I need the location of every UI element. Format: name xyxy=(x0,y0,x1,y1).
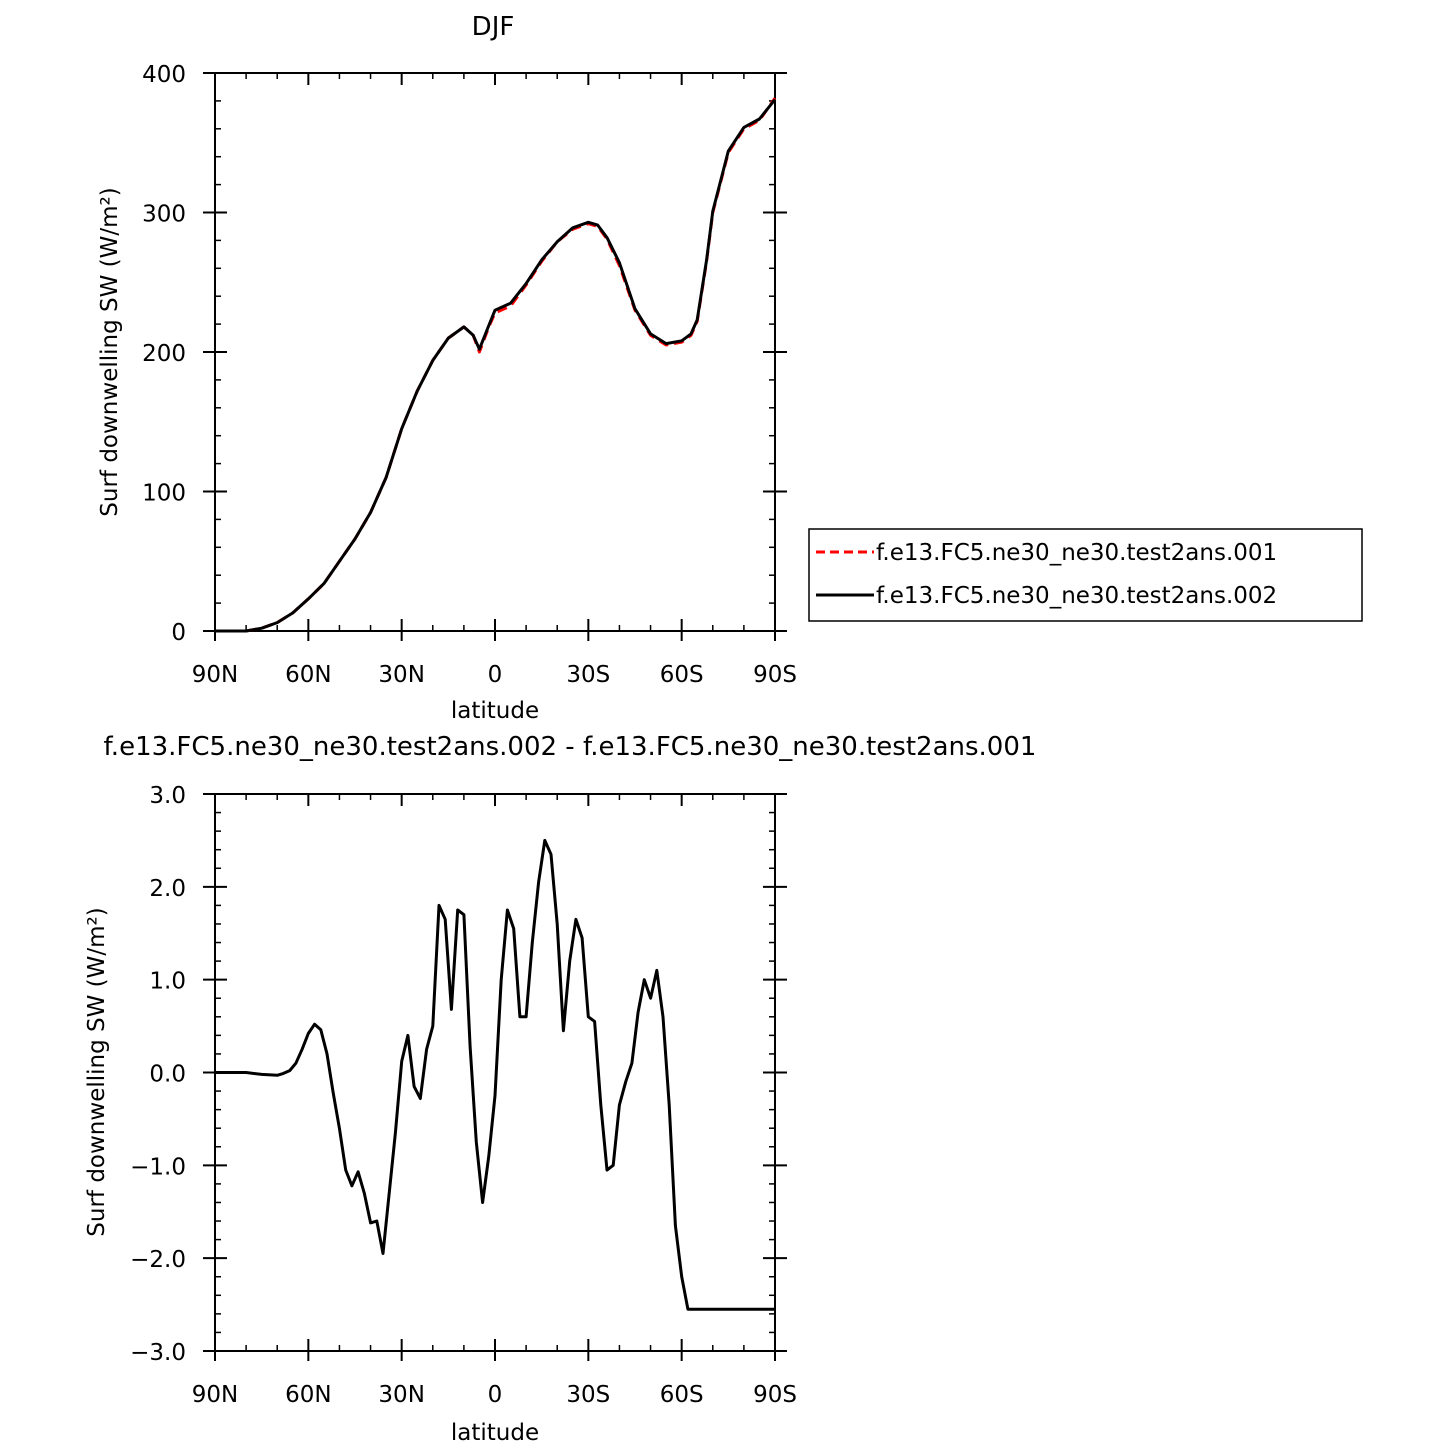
chart-bottom-series xyxy=(215,838,775,1311)
legend-label-001: f.e13.FC5.ne30_ne30.test2ans.001 xyxy=(876,540,1277,566)
y-tick-label: 2.0 xyxy=(149,876,186,902)
x-tick-label: 0 xyxy=(488,1382,503,1408)
chart-top-ticks: 90N 60N 30N 0 30S 60S 90S 0 100 200 300 400 xyxy=(142,62,797,688)
chart-top-title: DJF xyxy=(472,12,515,42)
y-tick-label: 0 xyxy=(171,620,186,646)
x-tick-label: 60S xyxy=(660,662,704,688)
series-line xyxy=(215,838,775,1311)
chart-top: DJF 90N 60N 30N 0 30S 60S 90S 0 100 200 300 400 lat… xyxy=(97,12,1363,724)
x-tick-label: 90S xyxy=(753,662,797,688)
y-tick-label: 200 xyxy=(142,341,186,367)
y-tick-label: −3.0 xyxy=(130,1340,186,1366)
x-tick-label: 30N xyxy=(378,1382,424,1408)
chart-bottom-xlabel: latitude xyxy=(451,1420,539,1446)
y-tick-label: 400 xyxy=(142,62,186,88)
series-line xyxy=(215,98,777,633)
x-tick-label: 0 xyxy=(488,662,503,688)
x-tick-label: 60S xyxy=(660,1382,704,1408)
x-tick-label: 30N xyxy=(378,662,424,688)
legend-box xyxy=(808,528,1363,622)
y-tick-label: −2.0 xyxy=(130,1247,186,1273)
legend-label-002: f.e13.FC5.ne30_ne30.test2ans.002 xyxy=(876,583,1277,609)
x-tick-label: 90N xyxy=(192,662,238,688)
y-tick-label: 3.0 xyxy=(149,783,186,809)
series-line xyxy=(215,97,777,633)
x-tick-label: 30S xyxy=(566,662,610,688)
chart-bottom-ylabel: Surf downwelling SW (W/m²) xyxy=(84,907,110,1236)
chart-bottom-title: f.e13.FC5.ne30_ne30.test2ans.002 - f.e13… xyxy=(104,732,1037,762)
y-tick-label: 100 xyxy=(142,481,186,507)
y-tick-label: 300 xyxy=(142,202,186,228)
y-tick-label: 1.0 xyxy=(149,969,186,995)
x-tick-label: 30S xyxy=(566,1382,610,1408)
y-tick-label: −1.0 xyxy=(130,1154,186,1180)
y-tick-label: 0.0 xyxy=(149,1062,186,1088)
x-tick-label: 90N xyxy=(192,1382,238,1408)
chart-top-xlabel: latitude xyxy=(451,698,539,724)
x-tick-label: 90S xyxy=(753,1382,797,1408)
legend: f.e13.FC5.ne30_ne30.test2ans.001 f.e13.F… xyxy=(808,528,1363,622)
chart-top-ylabel: Surf downwelling SW (W/m²) xyxy=(97,187,123,516)
chart-top-frame xyxy=(214,72,776,632)
x-tick-label: 60N xyxy=(285,1382,331,1408)
chart-top-series xyxy=(215,97,777,633)
chart-bottom: f.e13.FC5.ne30_ne30.test2ans.002 - f.e13… xyxy=(84,732,1036,1446)
x-tick-label: 60N xyxy=(285,662,331,688)
chart-bottom-ticks: 90N 60N 30N 0 30S 60S 90S −3.0 −2.0 −1.0 0.0 1.0 2.0… xyxy=(130,783,797,1408)
